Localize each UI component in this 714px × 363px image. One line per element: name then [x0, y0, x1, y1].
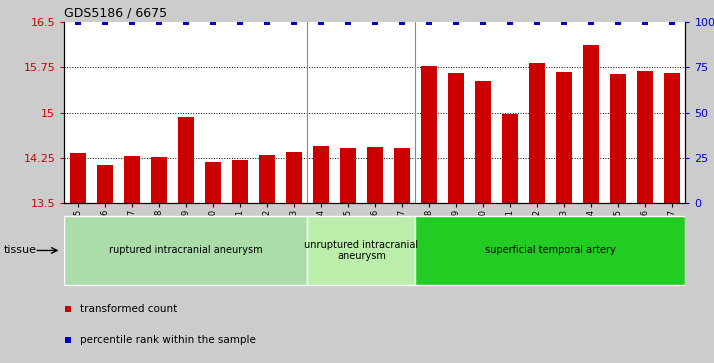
FancyBboxPatch shape: [307, 216, 416, 285]
FancyBboxPatch shape: [416, 216, 685, 285]
Bar: [70, 153, 86, 203]
Bar: [502, 114, 518, 203]
Bar: [367, 147, 383, 203]
Bar: [96, 165, 113, 203]
Bar: [124, 156, 140, 203]
Bar: [286, 152, 302, 203]
Bar: [340, 148, 356, 203]
Text: percentile rank within the sample: percentile rank within the sample: [80, 335, 256, 345]
Bar: [205, 162, 221, 203]
FancyBboxPatch shape: [64, 216, 307, 285]
Text: superficial temporal artery: superficial temporal artery: [485, 245, 615, 256]
Bar: [637, 72, 653, 203]
Bar: [448, 73, 464, 203]
Bar: [664, 73, 680, 203]
Bar: [258, 155, 275, 203]
Bar: [178, 117, 194, 203]
Bar: [583, 45, 599, 203]
Text: GDS5186 / 6675: GDS5186 / 6675: [64, 6, 167, 19]
Bar: [393, 148, 410, 203]
Bar: [475, 81, 491, 203]
Bar: [232, 160, 248, 203]
Bar: [555, 72, 572, 203]
Bar: [421, 66, 437, 203]
Bar: [529, 63, 545, 203]
Bar: [610, 74, 626, 203]
Bar: [151, 157, 167, 203]
Text: tissue: tissue: [4, 245, 36, 256]
Bar: [313, 146, 329, 203]
Text: transformed count: transformed count: [80, 305, 177, 314]
Text: unruptured intracranial
aneurysm: unruptured intracranial aneurysm: [304, 240, 418, 261]
Text: ruptured intracranial aneurysm: ruptured intracranial aneurysm: [109, 245, 263, 256]
